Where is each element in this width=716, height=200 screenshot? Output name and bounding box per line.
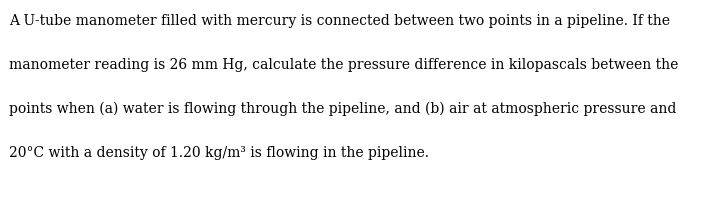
Text: A U-tube manometer filled with mercury is connected between two points in a pipe: A U-tube manometer filled with mercury i… — [9, 14, 670, 28]
Text: manometer reading is 26 mm Hg, calculate the pressure difference in kilopascals : manometer reading is 26 mm Hg, calculate… — [9, 58, 679, 72]
Text: 20°C with a density of 1.20 kg/m³ is flowing in the pipeline.: 20°C with a density of 1.20 kg/m³ is flo… — [9, 146, 430, 160]
Text: points when (a) water is flowing through the pipeline, and (b) air at atmospheri: points when (a) water is flowing through… — [9, 102, 677, 116]
